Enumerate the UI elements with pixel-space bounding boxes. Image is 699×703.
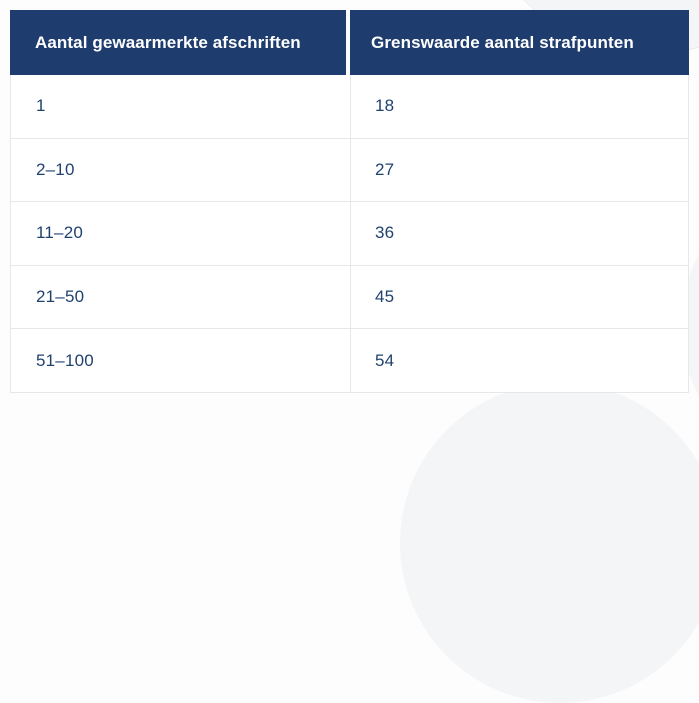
- table-body: 1 18 2–10 27 11–20 36 21–50 45 51–100 54: [10, 75, 689, 393]
- table-header-row: Aantal gewaarmerkte afschriften Grenswaa…: [10, 10, 689, 75]
- cell-afschriften: 11–20: [11, 202, 351, 265]
- cell-strafpunten: 18: [375, 96, 395, 116]
- table-row: 2–10 27: [11, 138, 688, 203]
- column-header-strafpunten: Grenswaarde aantal strafpunten: [350, 10, 689, 75]
- table-row: 21–50 45: [11, 265, 688, 330]
- table-row: 1 18: [11, 75, 688, 139]
- column-header-label: Grenswaarde aantal strafpunten: [371, 32, 634, 52]
- column-header-afschriften: Aantal gewaarmerkte afschriften: [10, 10, 350, 75]
- cell-afschriften: 21–50: [11, 265, 351, 329]
- strafpunten-table: Aantal gewaarmerkte afschriften Grenswaa…: [10, 10, 689, 393]
- cell-afschriften: 1: [11, 75, 351, 138]
- column-header-label: Aantal gewaarmerkte afschriften: [35, 32, 301, 52]
- cell-afschriften: 2–10: [11, 138, 351, 202]
- background-shape-bottom: [400, 383, 699, 703]
- cell-strafpunten: 45: [375, 287, 395, 307]
- cell-strafpunten: 54: [375, 350, 395, 370]
- cell-strafpunten: 27: [375, 159, 395, 179]
- table-row: 11–20 36: [11, 202, 688, 266]
- table-row: 51–100 54: [11, 329, 688, 393]
- cell-afschriften: 51–100: [11, 329, 351, 392]
- cell-strafpunten: 36: [375, 223, 395, 243]
